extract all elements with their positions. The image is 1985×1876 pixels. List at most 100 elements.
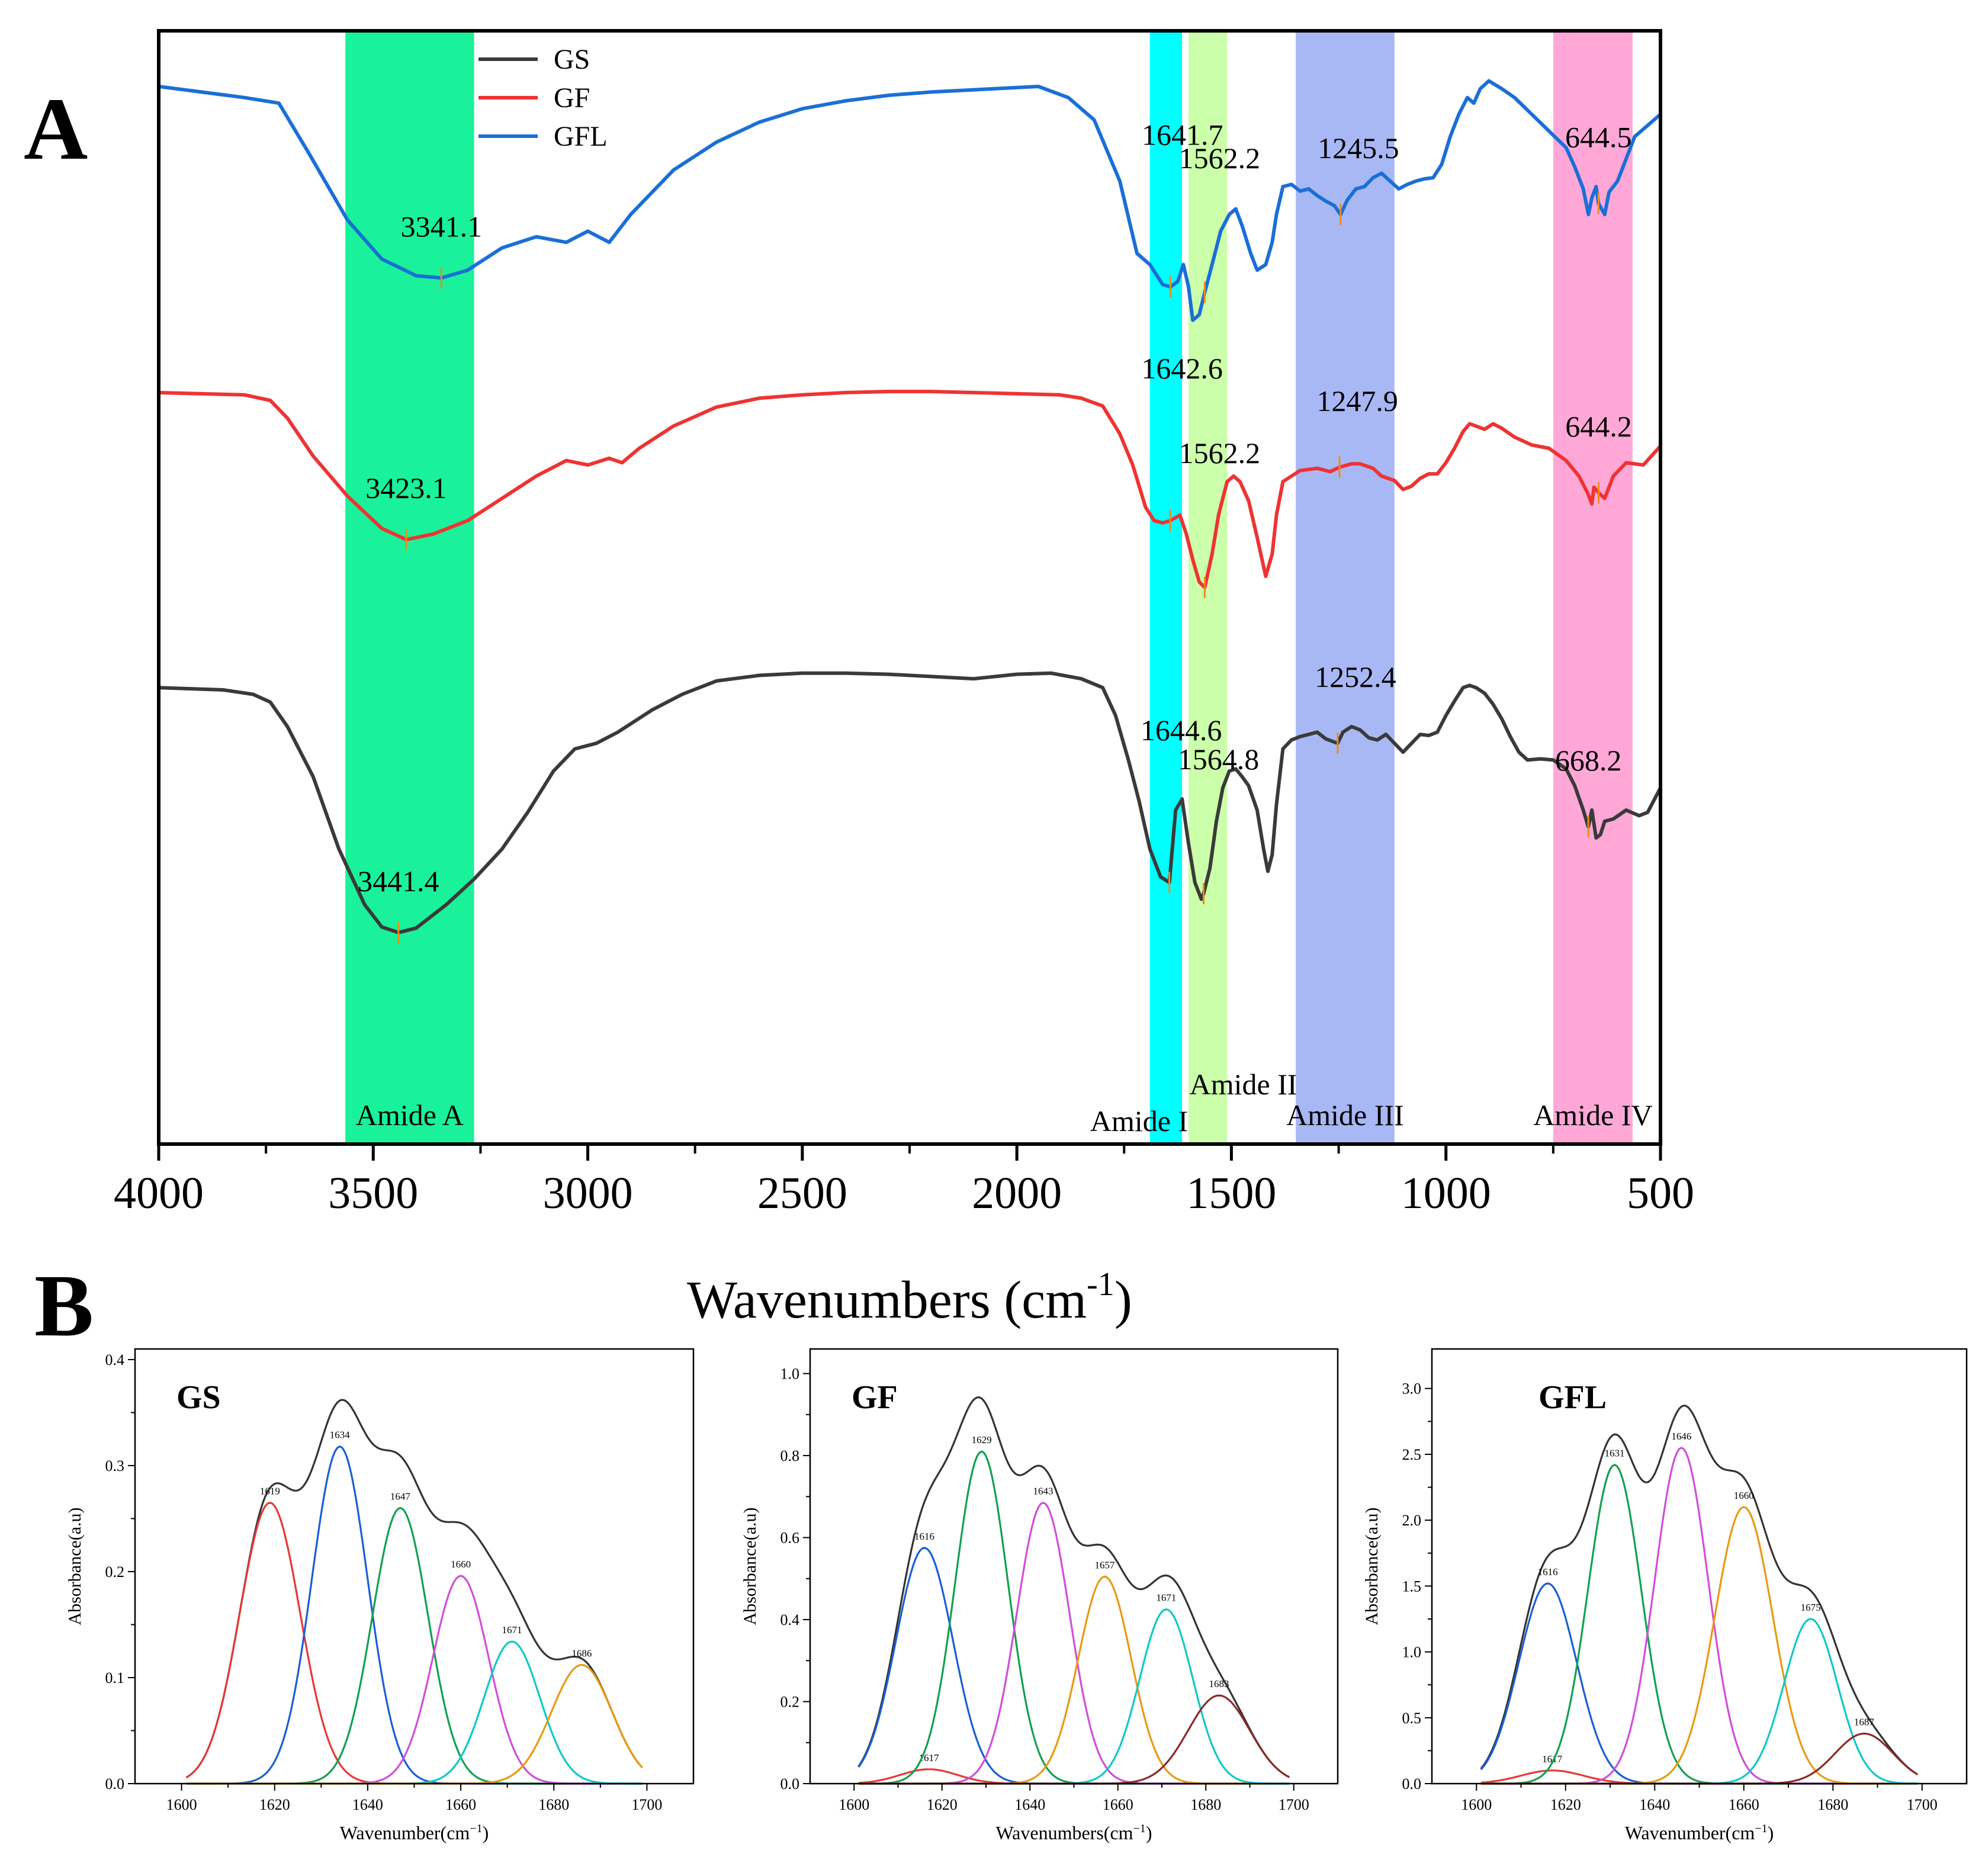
x-tick-label: 1600	[1461, 1796, 1492, 1813]
component-label: 1675	[1801, 1602, 1821, 1613]
deconvolution-gs-chart: 1619 1634 1647 1660 1671 1686 1600 1620 1640 1660…	[65, 1348, 695, 1843]
component-label: 1619	[260, 1486, 280, 1497]
component-label: 1660	[451, 1559, 471, 1570]
x-axis-title: Wavenumbers(cm−1)	[996, 1822, 1152, 1843]
x-tick-label: 2000	[972, 1168, 1062, 1218]
component-label: 1643	[1033, 1486, 1053, 1497]
component-label: 1687	[1854, 1716, 1875, 1727]
x-tick-label: 3500	[328, 1168, 418, 1218]
component-label: 1657	[1094, 1559, 1115, 1570]
peak-label: 1641.7	[1142, 118, 1223, 151]
peak-label: 668.2	[1555, 744, 1622, 777]
peak-label: 1247.9	[1316, 384, 1398, 417]
y-axis-title: Absorbance(a.u)	[740, 1507, 760, 1625]
legend-label-gs: GS	[554, 44, 590, 75]
x-tick-label: 1680	[538, 1796, 569, 1813]
component-label: 1616	[1538, 1566, 1558, 1578]
y-tick-label: 1.5	[1402, 1578, 1422, 1595]
envelope-curve	[1480, 1404, 1919, 1775]
x-tick-label: 1660	[1103, 1796, 1133, 1813]
x-tick-label: 4000	[114, 1168, 204, 1218]
component-label: 1686	[571, 1647, 592, 1659]
x-tick-label: 1700	[1907, 1796, 1938, 1813]
x-axis-ticks: 4000 3500 3000 2500 2000 1500 1000 500	[114, 1144, 1694, 1218]
y-tick-label: 3.0	[1402, 1380, 1422, 1398]
x-tick-label: 500	[1627, 1168, 1694, 1218]
component-label: 1646	[1671, 1431, 1691, 1442]
band-label: Amide A	[356, 1098, 464, 1132]
peak-label: 3423.1	[365, 471, 447, 505]
legend-label-gf: GF	[554, 82, 590, 114]
y-tick-label: 2.5	[1402, 1446, 1422, 1463]
peak-label: 644.5	[1565, 120, 1632, 153]
x-tick-label: 1660	[1729, 1796, 1759, 1813]
y-tick-label: 0.3	[105, 1457, 125, 1475]
x-tick-label: 1000	[1401, 1168, 1491, 1218]
x-tick-label: 1620	[259, 1796, 290, 1813]
y-tick-label: 0.0	[105, 1775, 125, 1793]
band-amide-a	[345, 31, 474, 1144]
component-label: 1647	[390, 1491, 411, 1502]
x-tick-label: 1620	[1550, 1796, 1581, 1813]
component-label: 1629	[972, 1434, 992, 1445]
x-tick-label: 1640	[352, 1796, 383, 1813]
series-line-gfl	[158, 79, 1662, 322]
y-tick-label: 0.4	[105, 1351, 125, 1369]
y-tick-label: 0.8	[780, 1447, 800, 1464]
deconvolution-gfl-chart: 1617 1616 1631 1646 1660 1675 1687 1600 1620 1640…	[1362, 1348, 1968, 1843]
peak-label: 3441.4	[358, 865, 439, 898]
peak-label: 1562.2	[1179, 142, 1261, 175]
y-tick-label: 0.2	[780, 1694, 800, 1711]
peak-label: 1642.6	[1141, 352, 1223, 385]
x-tick-label: 1700	[631, 1796, 662, 1813]
envelope-curve	[857, 1396, 1290, 1778]
component-label: 1660	[1734, 1490, 1754, 1501]
ftir-series	[158, 79, 1662, 934]
panel-b-letter: B	[34, 1257, 94, 1355]
y-tick-label: 1.0	[1402, 1644, 1422, 1661]
subplot-title: GF	[852, 1379, 898, 1416]
y-tick-label: 0.1	[105, 1669, 125, 1687]
x-tick-label: 1680	[1190, 1796, 1221, 1813]
x-tick-label: 1600	[839, 1796, 869, 1813]
x-tick-label: 2500	[757, 1168, 847, 1218]
peak-label: 1564.8	[1178, 743, 1260, 776]
y-tick-label: 0.0	[1402, 1775, 1422, 1793]
subplot-title: GFL	[1538, 1379, 1607, 1416]
band-label: Amide II	[1190, 1068, 1297, 1101]
band-label: Amide III	[1286, 1098, 1404, 1132]
y-tick-label: 0.6	[780, 1530, 800, 1547]
y-axis-title: Absorbance(a.u)	[1362, 1507, 1382, 1625]
x-axis-title: Wavenumber(cm−1)	[340, 1822, 489, 1843]
band-label: Amide I	[1090, 1104, 1188, 1138]
subplot-title: GS	[176, 1379, 221, 1416]
panel-a-letter: A	[24, 80, 88, 178]
y-tick-label: 0.4	[780, 1611, 800, 1628]
band-amide-iv	[1553, 31, 1633, 1144]
x-tick-label: 1660	[445, 1796, 476, 1813]
x-tick-label: 1640	[1639, 1796, 1670, 1813]
x-tick-label: 1680	[1817, 1796, 1848, 1813]
band-amide-i	[1149, 31, 1183, 1144]
peak-label: 644.2	[1565, 410, 1632, 443]
component-label: 1616	[914, 1531, 934, 1542]
component-label: 1683	[1209, 1678, 1229, 1689]
component-label: 1671	[1156, 1592, 1176, 1604]
band-amide-iii	[1296, 31, 1395, 1144]
legend-label-gfl: GFL	[554, 121, 608, 152]
x-tick-label: 1600	[166, 1796, 197, 1813]
y-tick-label: 1.0	[780, 1366, 800, 1383]
envelope-curve	[185, 1399, 643, 1779]
peak-label: 3341.1	[401, 210, 483, 243]
peak-label: 1252.4	[1315, 660, 1396, 693]
y-axis-title: Absorbance(a.u)	[65, 1507, 85, 1625]
x-axis-title: Wavenumbers (cm-1)	[687, 1266, 1132, 1329]
peak-label: 1245.5	[1318, 131, 1399, 165]
component-label: 1617	[1542, 1753, 1563, 1765]
y-tick-label: 0.5	[1402, 1710, 1422, 1727]
series-line-gf	[158, 390, 1662, 589]
y-tick-label: 0.0	[780, 1775, 800, 1793]
